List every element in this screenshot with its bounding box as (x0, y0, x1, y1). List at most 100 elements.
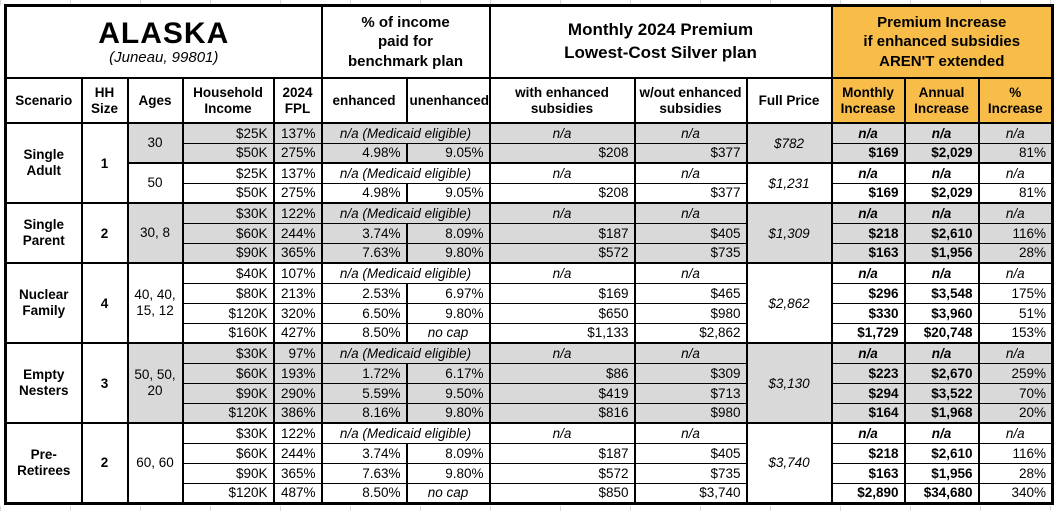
col-ages: Ages (126, 77, 184, 124)
medicaid-cell: n/a (Medicaid eligible) (320, 122, 491, 144)
without-subsidy-cell: $735 (633, 462, 748, 484)
scenario-cell: Single Parent (4, 202, 83, 264)
table-row: Single Adult 1 30 $25K 137% n/a (Medicai… (4, 122, 1054, 204)
table-row: $120K 487% 8.50% no cap $850 $3,740 $2,8… (6, 482, 1054, 504)
table-row: $90K 290% 5.59% 9.50% $419 $713 $294 $3,… (6, 382, 1054, 404)
income-cell: $60K (181, 222, 275, 244)
column-header-row: Scenario HH Size Ages Household Income 2… (4, 77, 1054, 124)
without-subsidy-cell: $735 (633, 242, 748, 264)
enhanced-cell: 8.16% (320, 402, 408, 424)
monthly-increase-cell: n/a (830, 262, 906, 284)
unenhanced-cell: 9.05% (405, 142, 491, 164)
without-subsidy-cell: n/a (633, 162, 748, 184)
enhanced-cell: 4.98% (320, 182, 408, 204)
monthly-increase-cell: n/a (830, 422, 906, 444)
monthly-increase-cell: $2,890 (830, 482, 906, 504)
medicaid-cell: n/a (Medicaid eligible) (320, 162, 491, 184)
fpl-cell: 122% (272, 202, 323, 224)
fpl-cell: 244% (272, 442, 323, 464)
enhanced-cell: 7.63% (320, 462, 408, 484)
enhanced-cell: 1.72% (320, 362, 408, 384)
income-cell: $80K (181, 282, 275, 304)
enhanced-cell: 5.59% (320, 382, 408, 404)
fpl-cell: 365% (272, 242, 323, 264)
income-cell: $120K (181, 302, 275, 324)
unenhanced-cell: 9.80% (405, 462, 491, 484)
enhanced-cell: 8.50% (320, 322, 408, 344)
col-unenhanced: unenhanced (405, 77, 491, 124)
without-subsidy-cell: n/a (633, 342, 748, 364)
income-cell: $90K (181, 382, 275, 404)
ages-cell: 60, 60 (126, 422, 184, 504)
annual-increase-cell: $2,029 (903, 142, 980, 164)
full-price-cell: $3,740 (745, 422, 833, 504)
annual-increase-cell: $3,548 (903, 282, 980, 304)
enhanced-cell: 4.98% (320, 142, 408, 164)
annual-increase-cell: n/a (903, 162, 980, 184)
col-with-subsidies: with enhanced subsidies (488, 77, 636, 124)
without-subsidy-cell: $980 (633, 302, 748, 324)
table-row: $120K 320% 6.50% 9.80% $650 $980 $330 $3… (6, 302, 1054, 324)
annual-increase-cell: n/a (903, 422, 980, 444)
unenhanced-cell: 9.80% (405, 302, 491, 324)
fpl-cell: 365% (272, 462, 323, 484)
annual-increase-cell: $20,748 (903, 322, 980, 344)
col-annual-increase: Annual Increase (903, 77, 980, 124)
no-cap-cell: no cap (405, 322, 491, 344)
table-row: Empty Nesters 3 50, 50, 20 $30K 97% n/a … (4, 342, 1054, 424)
full-price-cell: $782 (745, 122, 833, 164)
col-full-price: Full Price (745, 77, 833, 124)
without-subsidy-cell: $309 (633, 362, 748, 384)
unenhanced-cell: 9.50% (405, 382, 491, 404)
annual-increase-cell: n/a (903, 122, 980, 144)
annual-increase-cell: $1,956 (903, 242, 980, 264)
without-subsidy-cell: $405 (633, 442, 748, 464)
without-subsidy-cell: $405 (633, 222, 748, 244)
banner-pct-income: % of income paid for benchmark plan (320, 5, 491, 79)
with-subsidy-cell: n/a (488, 202, 636, 224)
with-subsidy-cell: $572 (488, 462, 636, 484)
fpl-cell: 97% (272, 342, 323, 364)
income-cell: $120K (181, 482, 275, 504)
fpl-cell: 427% (272, 322, 323, 344)
premium-table: ALASKA (Juneau, 99801) % of income paid … (4, 4, 1055, 505)
full-price-cell: $1,309 (745, 202, 833, 264)
col-without-subsidies: w/out enhanced subsidies (633, 77, 748, 124)
annual-increase-cell: $1,968 (903, 402, 980, 424)
table-row: $50K 275% 4.98% 9.05% $208 $377 $169 $2,… (6, 182, 1054, 204)
ages-cell: 30 (126, 122, 184, 164)
monthly-increase-cell: $163 (830, 242, 906, 264)
with-subsidy-cell: n/a (488, 122, 636, 144)
annual-increase-cell: $3,522 (903, 382, 980, 404)
monthly-increase-cell: $218 (830, 222, 906, 244)
pct-increase-cell: 116% (977, 442, 1054, 464)
enhanced-cell: 6.50% (320, 302, 408, 324)
col-monthly-increase: Monthly Increase (830, 77, 906, 124)
medicaid-cell: n/a (Medicaid eligible) (320, 202, 491, 224)
with-subsidy-cell: $208 (488, 142, 636, 164)
col-enhanced: enhanced (320, 77, 408, 124)
full-price-cell: $2,862 (745, 262, 833, 344)
income-cell: $40K (181, 262, 275, 284)
with-subsidy-cell: $419 (488, 382, 636, 404)
annual-increase-cell: n/a (903, 262, 980, 284)
income-cell: $60K (181, 362, 275, 384)
pct-increase-cell: 153% (977, 322, 1054, 344)
table-row: Nuclear Family 4 40, 40, 15, 12 $40K 107… (4, 262, 1054, 344)
annual-increase-cell: $2,610 (903, 442, 980, 464)
fpl-cell: 107% (272, 262, 323, 284)
monthly-increase-cell: $169 (830, 142, 906, 164)
hh-size-cell: 2 (80, 422, 129, 504)
scenario-cell: Pre-Retirees (4, 422, 83, 504)
pct-increase-cell: n/a (977, 122, 1054, 144)
full-price-cell: $3,130 (745, 342, 833, 424)
table-row: $120K 386% 8.16% 9.80% $816 $980 $164 $1… (6, 402, 1054, 424)
table-row: Single Parent 2 30, 8 $30K 122% n/a (Med… (4, 202, 1054, 264)
unenhanced-cell: 9.80% (405, 402, 491, 424)
pct-increase-cell: n/a (977, 202, 1054, 224)
with-subsidy-cell: $187 (488, 222, 636, 244)
monthly-increase-cell: $330 (830, 302, 906, 324)
monthly-increase-cell: n/a (830, 202, 906, 224)
annual-increase-cell: $2,670 (903, 362, 980, 384)
